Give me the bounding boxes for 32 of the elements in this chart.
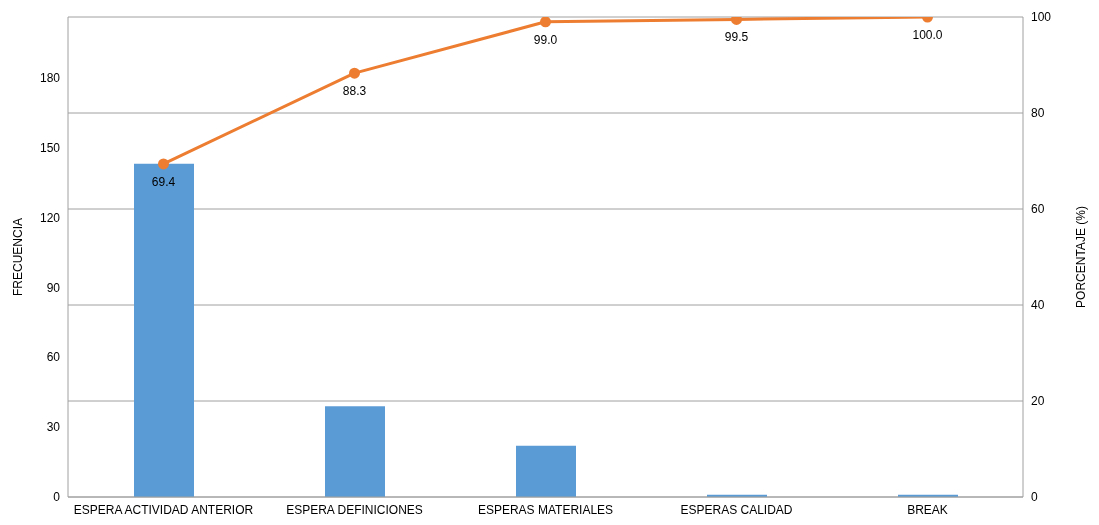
y2-tick-label: 20 xyxy=(1031,394,1045,409)
x-tick-label: ESPERA DEFINICIONES xyxy=(286,502,423,517)
y-tick-label: 90 xyxy=(46,280,61,295)
x-tick-label: ESPERAS CALIDAD xyxy=(680,502,793,517)
data-label: 69.4 xyxy=(151,174,176,189)
bar xyxy=(516,445,576,497)
y-tick-label: 150 xyxy=(39,140,61,155)
point xyxy=(349,67,360,79)
point xyxy=(540,17,551,28)
y-axis-title: FRECUENCIA xyxy=(11,217,26,297)
y-tick-label: 120 xyxy=(39,210,61,225)
y2-tick-label: 80 xyxy=(1031,106,1045,121)
y-tick-label: 0 xyxy=(53,490,61,505)
y2-tick-label: 60 xyxy=(1031,202,1045,217)
y2-tick-label: 40 xyxy=(1031,298,1045,313)
data-label: 99.5 xyxy=(724,30,749,45)
y-tick-label: 30 xyxy=(46,420,61,435)
y-tick-label: 180 xyxy=(39,70,61,85)
y2-tick-label: 100 xyxy=(1031,10,1052,25)
x-tick-label: BREAK xyxy=(907,502,948,517)
data-label: 88.3 xyxy=(342,84,367,99)
data-label: 100.0 xyxy=(912,28,943,42)
x-tick-label: ESPERA ACTIVIDAD ANTERIOR xyxy=(73,502,254,517)
y2-tick-label: 0 xyxy=(1031,490,1038,505)
bar xyxy=(134,163,194,497)
x-tick-label: ESPERAS MATERIALES xyxy=(477,502,614,517)
y-tick-label: 60 xyxy=(46,350,61,365)
point xyxy=(158,158,169,170)
point xyxy=(731,17,742,25)
y2-axis-title: PORCENTAJE (%) xyxy=(1074,206,1089,308)
bar xyxy=(325,406,385,497)
data-label: 99.0 xyxy=(533,32,558,47)
